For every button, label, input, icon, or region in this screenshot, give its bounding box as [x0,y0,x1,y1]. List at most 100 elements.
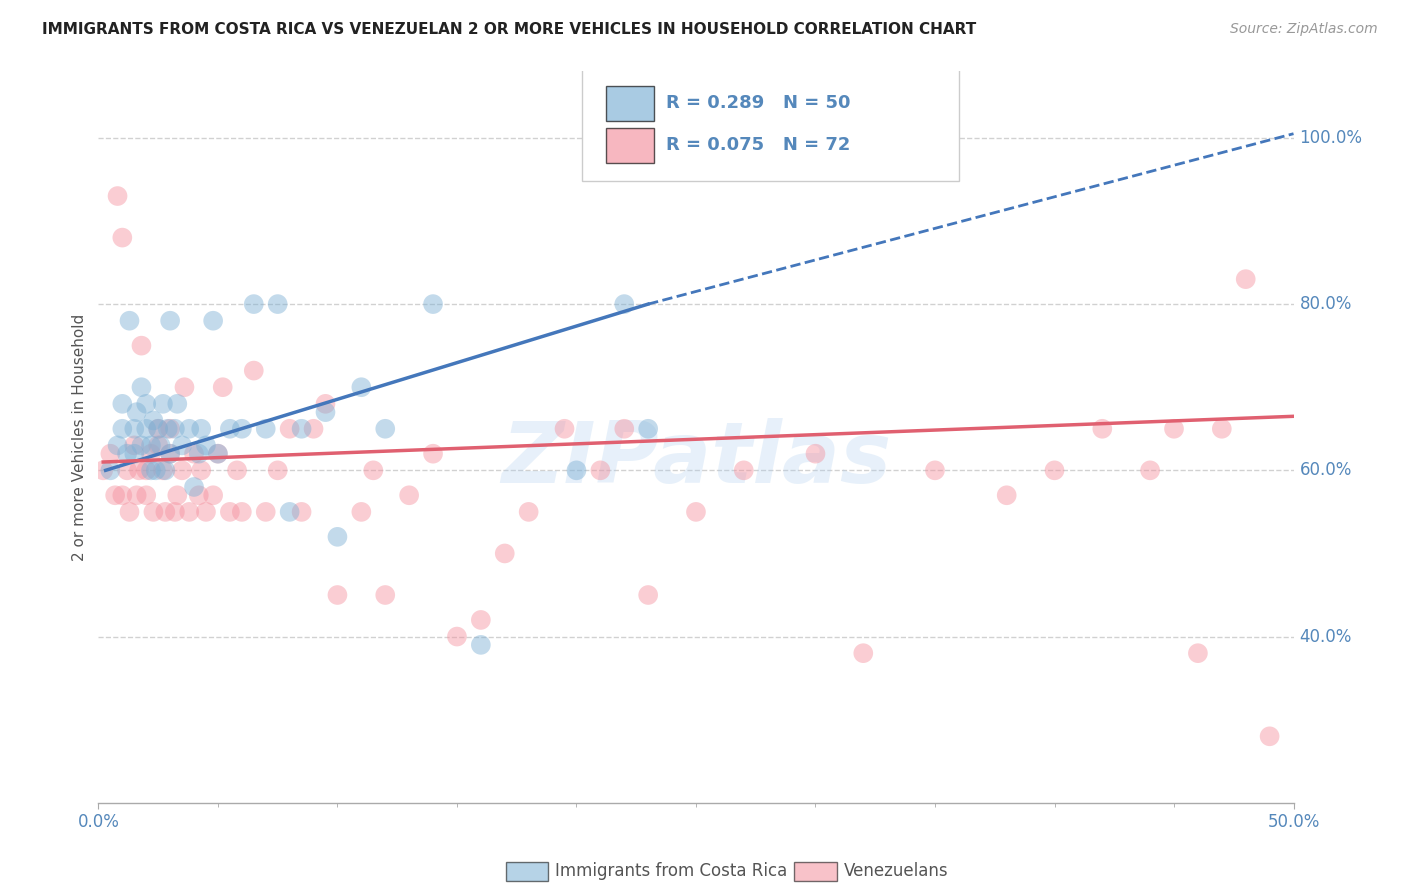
Point [139,447,162,461]
Point [207,447,229,461]
Point [613,297,636,311]
Y-axis label: 2 or more Vehicles in Household: 2 or more Vehicles in Household [72,313,87,561]
Text: ZIPatlas: ZIPatlas [501,417,891,500]
Point [118,505,141,519]
Point [398,488,420,502]
Point [924,463,946,477]
Point [995,488,1018,502]
Point [135,488,157,502]
Point [733,463,755,477]
Point [159,447,181,461]
Point [115,463,138,477]
Point [315,397,337,411]
Point [179,505,201,519]
Point [139,463,162,477]
Point [156,422,179,436]
Point [302,422,325,436]
FancyBboxPatch shape [606,128,654,162]
Point [131,380,153,394]
Point [637,588,659,602]
Point [187,488,209,502]
Point [326,588,349,602]
Point [91,463,114,477]
Point [183,447,205,461]
Point [124,447,146,461]
Text: 80.0%: 80.0% [1299,295,1353,313]
Point [149,438,172,452]
Point [278,422,301,436]
Point [111,488,134,502]
Point [142,505,165,519]
Point [267,463,290,477]
Point [172,463,194,477]
Point [254,422,277,436]
Point [187,447,209,461]
Point [231,505,253,519]
Point [172,438,194,452]
Point [219,505,242,519]
Point [278,505,301,519]
Point [148,438,170,452]
Point [111,397,134,411]
Text: 100.0%: 100.0% [1299,128,1362,147]
Point [852,646,875,660]
Point [183,480,205,494]
Point [565,463,588,477]
Point [637,422,659,436]
Point [226,463,249,477]
Text: IMMIGRANTS FROM COSTA RICA VS VENEZUELAN 2 OR MORE VEHICLES IN HOUSEHOLD CORRELA: IMMIGRANTS FROM COSTA RICA VS VENEZUELAN… [42,22,976,37]
Point [589,463,612,477]
Point [142,413,165,427]
Point [422,447,444,461]
Point [159,447,181,461]
Point [107,189,129,203]
Point [202,488,225,502]
Point [470,638,492,652]
Point [139,438,162,452]
Point [152,463,174,477]
Point [243,363,266,377]
Point [613,422,636,436]
Point [135,397,157,411]
Point [315,405,337,419]
Point [243,297,266,311]
Point [190,422,212,436]
FancyBboxPatch shape [582,68,959,181]
Point [804,447,827,461]
Point [173,380,195,394]
Point [219,422,242,436]
Point [254,505,277,519]
Point [111,230,134,244]
Point [194,505,217,519]
Point [131,339,153,353]
Point [1234,272,1257,286]
Point [1258,729,1281,743]
Point [118,314,141,328]
Text: 60.0%: 60.0% [1299,461,1353,479]
Point [104,488,127,502]
Point [159,314,181,328]
Point [155,463,177,477]
Point [128,463,150,477]
Point [163,505,186,519]
Point [115,447,138,461]
Point [211,380,233,394]
Point [517,505,540,519]
Point [179,422,201,436]
Point [98,463,122,477]
Point [554,422,576,436]
Point [446,630,468,644]
Point [1091,422,1114,436]
Text: 40.0%: 40.0% [1299,628,1353,646]
Point [207,447,229,461]
Point [166,488,188,502]
Point [155,505,177,519]
Point [1187,646,1209,660]
Point [194,438,217,452]
Point [1139,463,1161,477]
Point [1163,422,1185,436]
Text: Source: ZipAtlas.com: Source: ZipAtlas.com [1230,22,1378,37]
Point [422,297,444,311]
Point [152,397,174,411]
Point [290,422,312,436]
